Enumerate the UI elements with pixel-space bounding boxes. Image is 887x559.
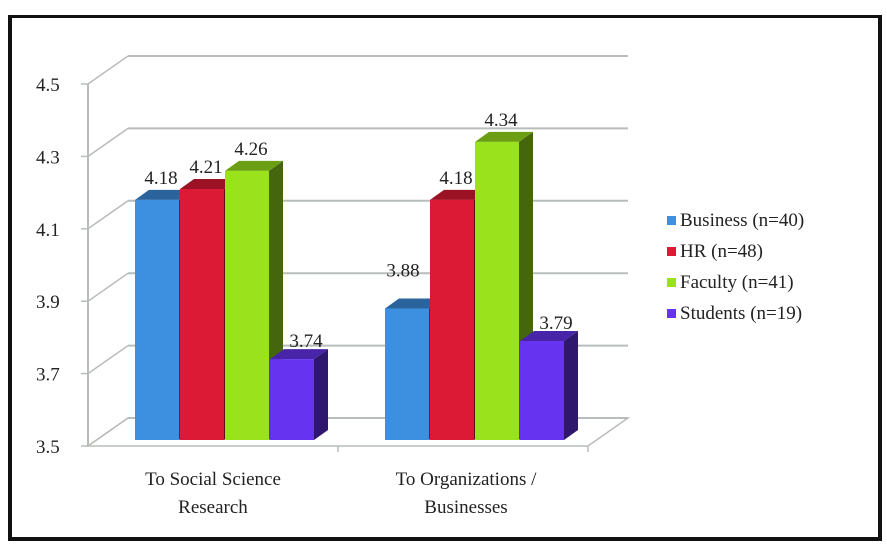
legend-swatch-faculty (667, 278, 676, 287)
legend-item-students: Students (n=19) (667, 298, 804, 329)
bar-side-students (314, 349, 328, 440)
value-label: 4.18 (144, 168, 177, 189)
legend-item-hr: HR (n=48) (667, 236, 804, 267)
bar-top-students (520, 331, 578, 342)
bar-students (520, 341, 564, 440)
value-label: 4.26 (234, 139, 267, 160)
side-gridline (87, 272, 129, 302)
legend-swatch-business (667, 216, 676, 225)
bar-top-students (270, 349, 328, 360)
legend: Business (n=40) HR (n=48) Faculty (n=41)… (667, 205, 804, 329)
y-tick-label: 3.5 (36, 437, 60, 458)
bar-students (270, 359, 314, 440)
category-label: To Organizations / (396, 469, 538, 490)
side-gridline (87, 344, 129, 375)
y-tick-label: 3.7 (36, 365, 60, 386)
legend-label-faculty: Faculty (n=41) (680, 271, 794, 293)
bar-top-business (135, 189, 193, 200)
legend-label-students: Students (n=19) (680, 302, 803, 324)
bar-faculty (475, 141, 519, 441)
bar-business (385, 308, 429, 440)
legend-label-hr: HR (n=48) (680, 240, 764, 262)
legend-swatch-students (667, 309, 676, 318)
value-label: 4.18 (439, 168, 472, 189)
category-label: Businesses (424, 497, 507, 518)
bar-faculty (225, 170, 269, 440)
bar-hr (430, 199, 474, 440)
bar-top-business (385, 298, 443, 309)
bar-top-faculty (225, 160, 283, 171)
bar-business (135, 199, 179, 440)
bar-top-faculty (475, 131, 533, 142)
value-label: 4.21 (189, 157, 222, 178)
legend-label-business: Business (n=40) (680, 209, 805, 231)
bar-top-hr (430, 189, 488, 200)
y-tick-label: 4.3 (36, 147, 60, 168)
legend-item-faculty: Faculty (n=41) (667, 267, 804, 298)
value-label: 3.79 (539, 313, 572, 334)
value-label: 3.88 (386, 260, 419, 281)
value-label: 4.34 (484, 110, 518, 131)
side-gridline (87, 127, 129, 158)
side-gridline (87, 55, 129, 85)
y-tick-label: 4.1 (36, 220, 60, 241)
value-label: 3.74 (289, 331, 323, 352)
category-label: Research (178, 497, 248, 518)
bar-hr (180, 188, 224, 440)
side-gridline (87, 200, 129, 230)
bar-top-hr (180, 178, 238, 189)
bar-side-students (564, 331, 578, 440)
y-tick-label: 4.5 (36, 75, 60, 96)
y-tick-label: 3.9 (36, 292, 60, 313)
category-label: To Social Science (145, 469, 281, 490)
legend-swatch-hr (667, 247, 676, 256)
legend-item-business: Business (n=40) (667, 205, 804, 236)
chart-floor (85, 417, 631, 447)
